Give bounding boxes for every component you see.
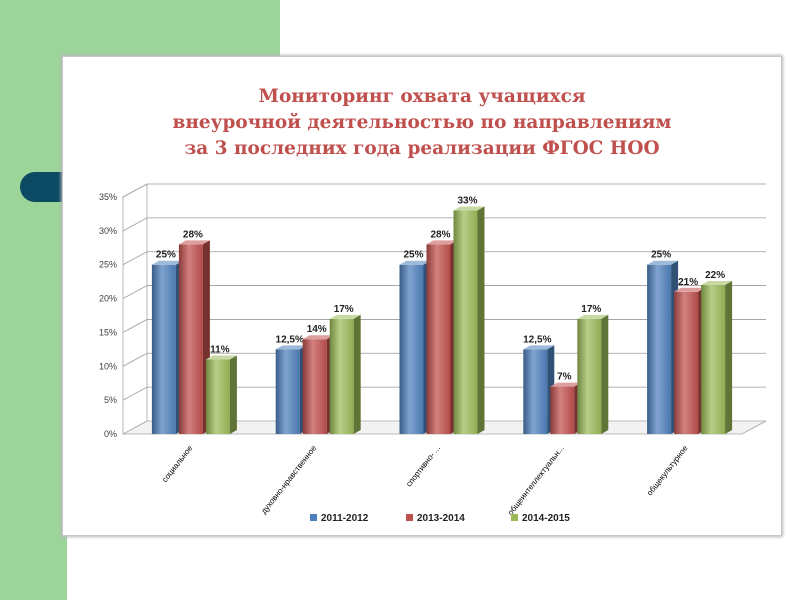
bar xyxy=(151,260,183,434)
bar-top xyxy=(550,382,582,387)
bar-side xyxy=(601,314,609,434)
bar-front xyxy=(674,291,699,434)
y-tick-label: 25% xyxy=(99,260,117,270)
data-label: 25% xyxy=(156,250,176,261)
data-label: 25% xyxy=(403,250,423,261)
data-label: 12,5% xyxy=(523,334,551,345)
bar-side xyxy=(353,314,361,434)
bar-top xyxy=(275,345,307,350)
legend-swatch xyxy=(511,514,518,521)
y-tick-label: 0% xyxy=(104,429,117,439)
bar-front xyxy=(701,285,726,434)
bar-top xyxy=(523,345,555,350)
chart-title: Мониторинг охвата учащихся внеурочной де… xyxy=(62,84,782,162)
data-label: 33% xyxy=(457,196,477,207)
x-tick-label: спортивно- ... xyxy=(404,444,442,489)
data-label: 22% xyxy=(705,270,725,281)
bar xyxy=(647,260,679,434)
bar-top xyxy=(577,314,609,319)
bar xyxy=(399,260,431,434)
data-label: 28% xyxy=(183,229,203,240)
bar xyxy=(329,314,361,434)
bar-top xyxy=(453,206,485,211)
data-label: 17% xyxy=(581,304,601,315)
bar-front xyxy=(399,264,424,434)
data-label: 14% xyxy=(307,324,327,335)
gridline xyxy=(122,217,766,232)
bar xyxy=(275,345,307,434)
x-tick-label: общекультурное xyxy=(645,443,690,497)
chart-side-wall xyxy=(122,183,148,435)
bar-top xyxy=(302,335,334,340)
y-tick-label: 35% xyxy=(99,192,117,202)
bar-front xyxy=(577,318,602,434)
bar-top xyxy=(674,287,706,292)
gridline xyxy=(122,285,766,299)
bar-front xyxy=(426,244,451,434)
bar-front xyxy=(151,264,176,434)
bar-front xyxy=(329,318,354,434)
bar-top xyxy=(151,260,183,265)
bar xyxy=(178,240,210,434)
legend-swatch xyxy=(406,514,413,521)
bar-front xyxy=(302,339,327,434)
bar xyxy=(577,314,609,434)
y-tick-label: 20% xyxy=(99,294,117,304)
bar xyxy=(302,335,334,434)
bar-top xyxy=(205,355,237,360)
bar-top xyxy=(701,281,733,286)
data-label: 17% xyxy=(334,304,354,315)
bar-front xyxy=(647,264,672,434)
bar-side xyxy=(477,206,485,434)
bar xyxy=(523,345,555,434)
data-label: 11% xyxy=(210,345,230,356)
data-label: 7% xyxy=(557,372,572,383)
bar xyxy=(453,206,485,434)
legend-label: 2013-2014 xyxy=(417,513,465,524)
gridline xyxy=(122,251,766,266)
data-label: 25% xyxy=(651,250,671,261)
data-label: 12,5% xyxy=(276,334,304,345)
title-line-1: Мониторинг охвата учащихся xyxy=(258,86,586,107)
bar-front xyxy=(523,349,548,434)
y-tick-label: 30% xyxy=(99,226,117,236)
bar-top xyxy=(329,314,361,319)
gridline xyxy=(122,319,766,333)
title-line-2: внеурочной деятельностью по направлениям xyxy=(172,112,672,133)
bar-front xyxy=(550,386,575,434)
bar-side xyxy=(229,355,237,434)
bar-front xyxy=(178,244,203,434)
gridline xyxy=(122,183,766,198)
left-green-band xyxy=(0,0,67,600)
bar-top xyxy=(647,260,679,265)
x-tick-label: общеинтеллектуальн... xyxy=(506,444,566,517)
bar xyxy=(426,240,458,434)
legend-swatch xyxy=(310,514,317,521)
bar-top xyxy=(178,240,210,245)
x-tick-label: социальное xyxy=(160,443,195,484)
title-line-3: за 3 последних года реализации ФГОС НОО xyxy=(184,138,660,159)
legend-label: 2014-2015 xyxy=(522,513,570,524)
bar xyxy=(701,281,733,434)
bar xyxy=(205,355,237,434)
bar-front xyxy=(453,210,478,434)
slide-tab-marker xyxy=(20,172,70,202)
x-tick-label: духовно-нравственное xyxy=(259,443,318,515)
bar-top xyxy=(426,240,458,245)
data-label: 28% xyxy=(430,229,450,240)
bar xyxy=(674,287,706,434)
bar-front xyxy=(275,349,300,434)
legend-label: 2011-2012 xyxy=(321,513,369,524)
y-tick-label: 10% xyxy=(99,361,117,371)
bar-front xyxy=(205,359,230,434)
y-tick-label: 5% xyxy=(104,395,117,405)
gridline xyxy=(122,352,766,367)
bar-side xyxy=(725,281,733,434)
bar-top xyxy=(399,260,431,265)
y-tick-label: 15% xyxy=(99,327,117,337)
data-label: 21% xyxy=(678,277,698,288)
bar xyxy=(550,382,582,434)
